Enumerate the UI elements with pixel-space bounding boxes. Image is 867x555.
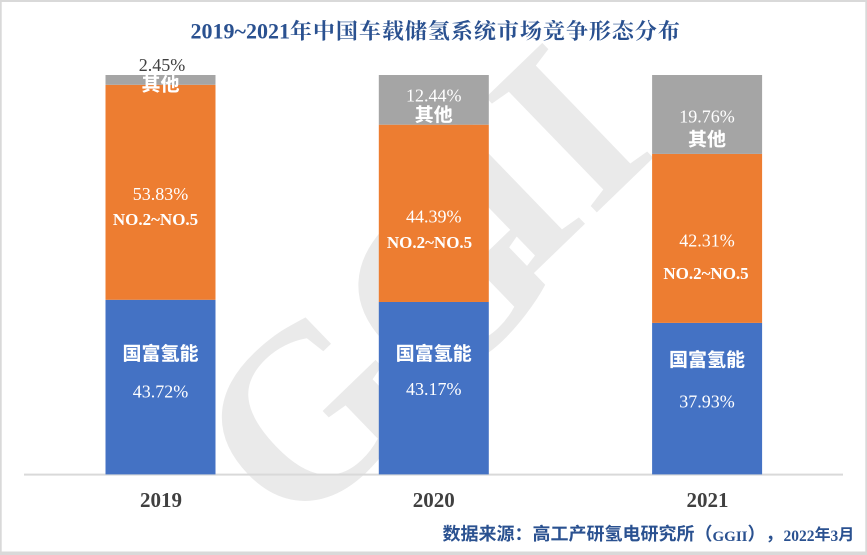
svg-text:NO.2~NO.5: NO.2~NO.5 [663,264,748,283]
svg-text:2019~2021: 2019~2021 [191,19,290,44]
svg-text:43.72%: 43.72% [133,382,189,402]
svg-text:2022: 2022 [784,528,815,545]
svg-text:NO.2~NO.5: NO.2~NO.5 [113,210,198,229]
svg-text:42.31%: 42.31% [679,231,735,251]
svg-text:2020: 2020 [413,488,455,512]
svg-text:NO.2~NO.5: NO.2~NO.5 [387,233,472,252]
svg-text:2.45%: 2.45% [139,55,186,75]
svg-text:44.39%: 44.39% [406,207,462,227]
svg-text:12.44%: 12.44% [406,85,462,105]
svg-text:GGII: GGII [713,529,748,545]
svg-text:2021: 2021 [687,488,729,512]
svg-text:3: 3 [831,528,839,545]
svg-text:43.17%: 43.17% [406,379,462,399]
svg-text:53.83%: 53.83% [133,184,189,204]
svg-text:37.93%: 37.93% [679,392,735,412]
svg-text:2019: 2019 [140,488,182,512]
svg-text:19.76%: 19.76% [679,107,735,127]
